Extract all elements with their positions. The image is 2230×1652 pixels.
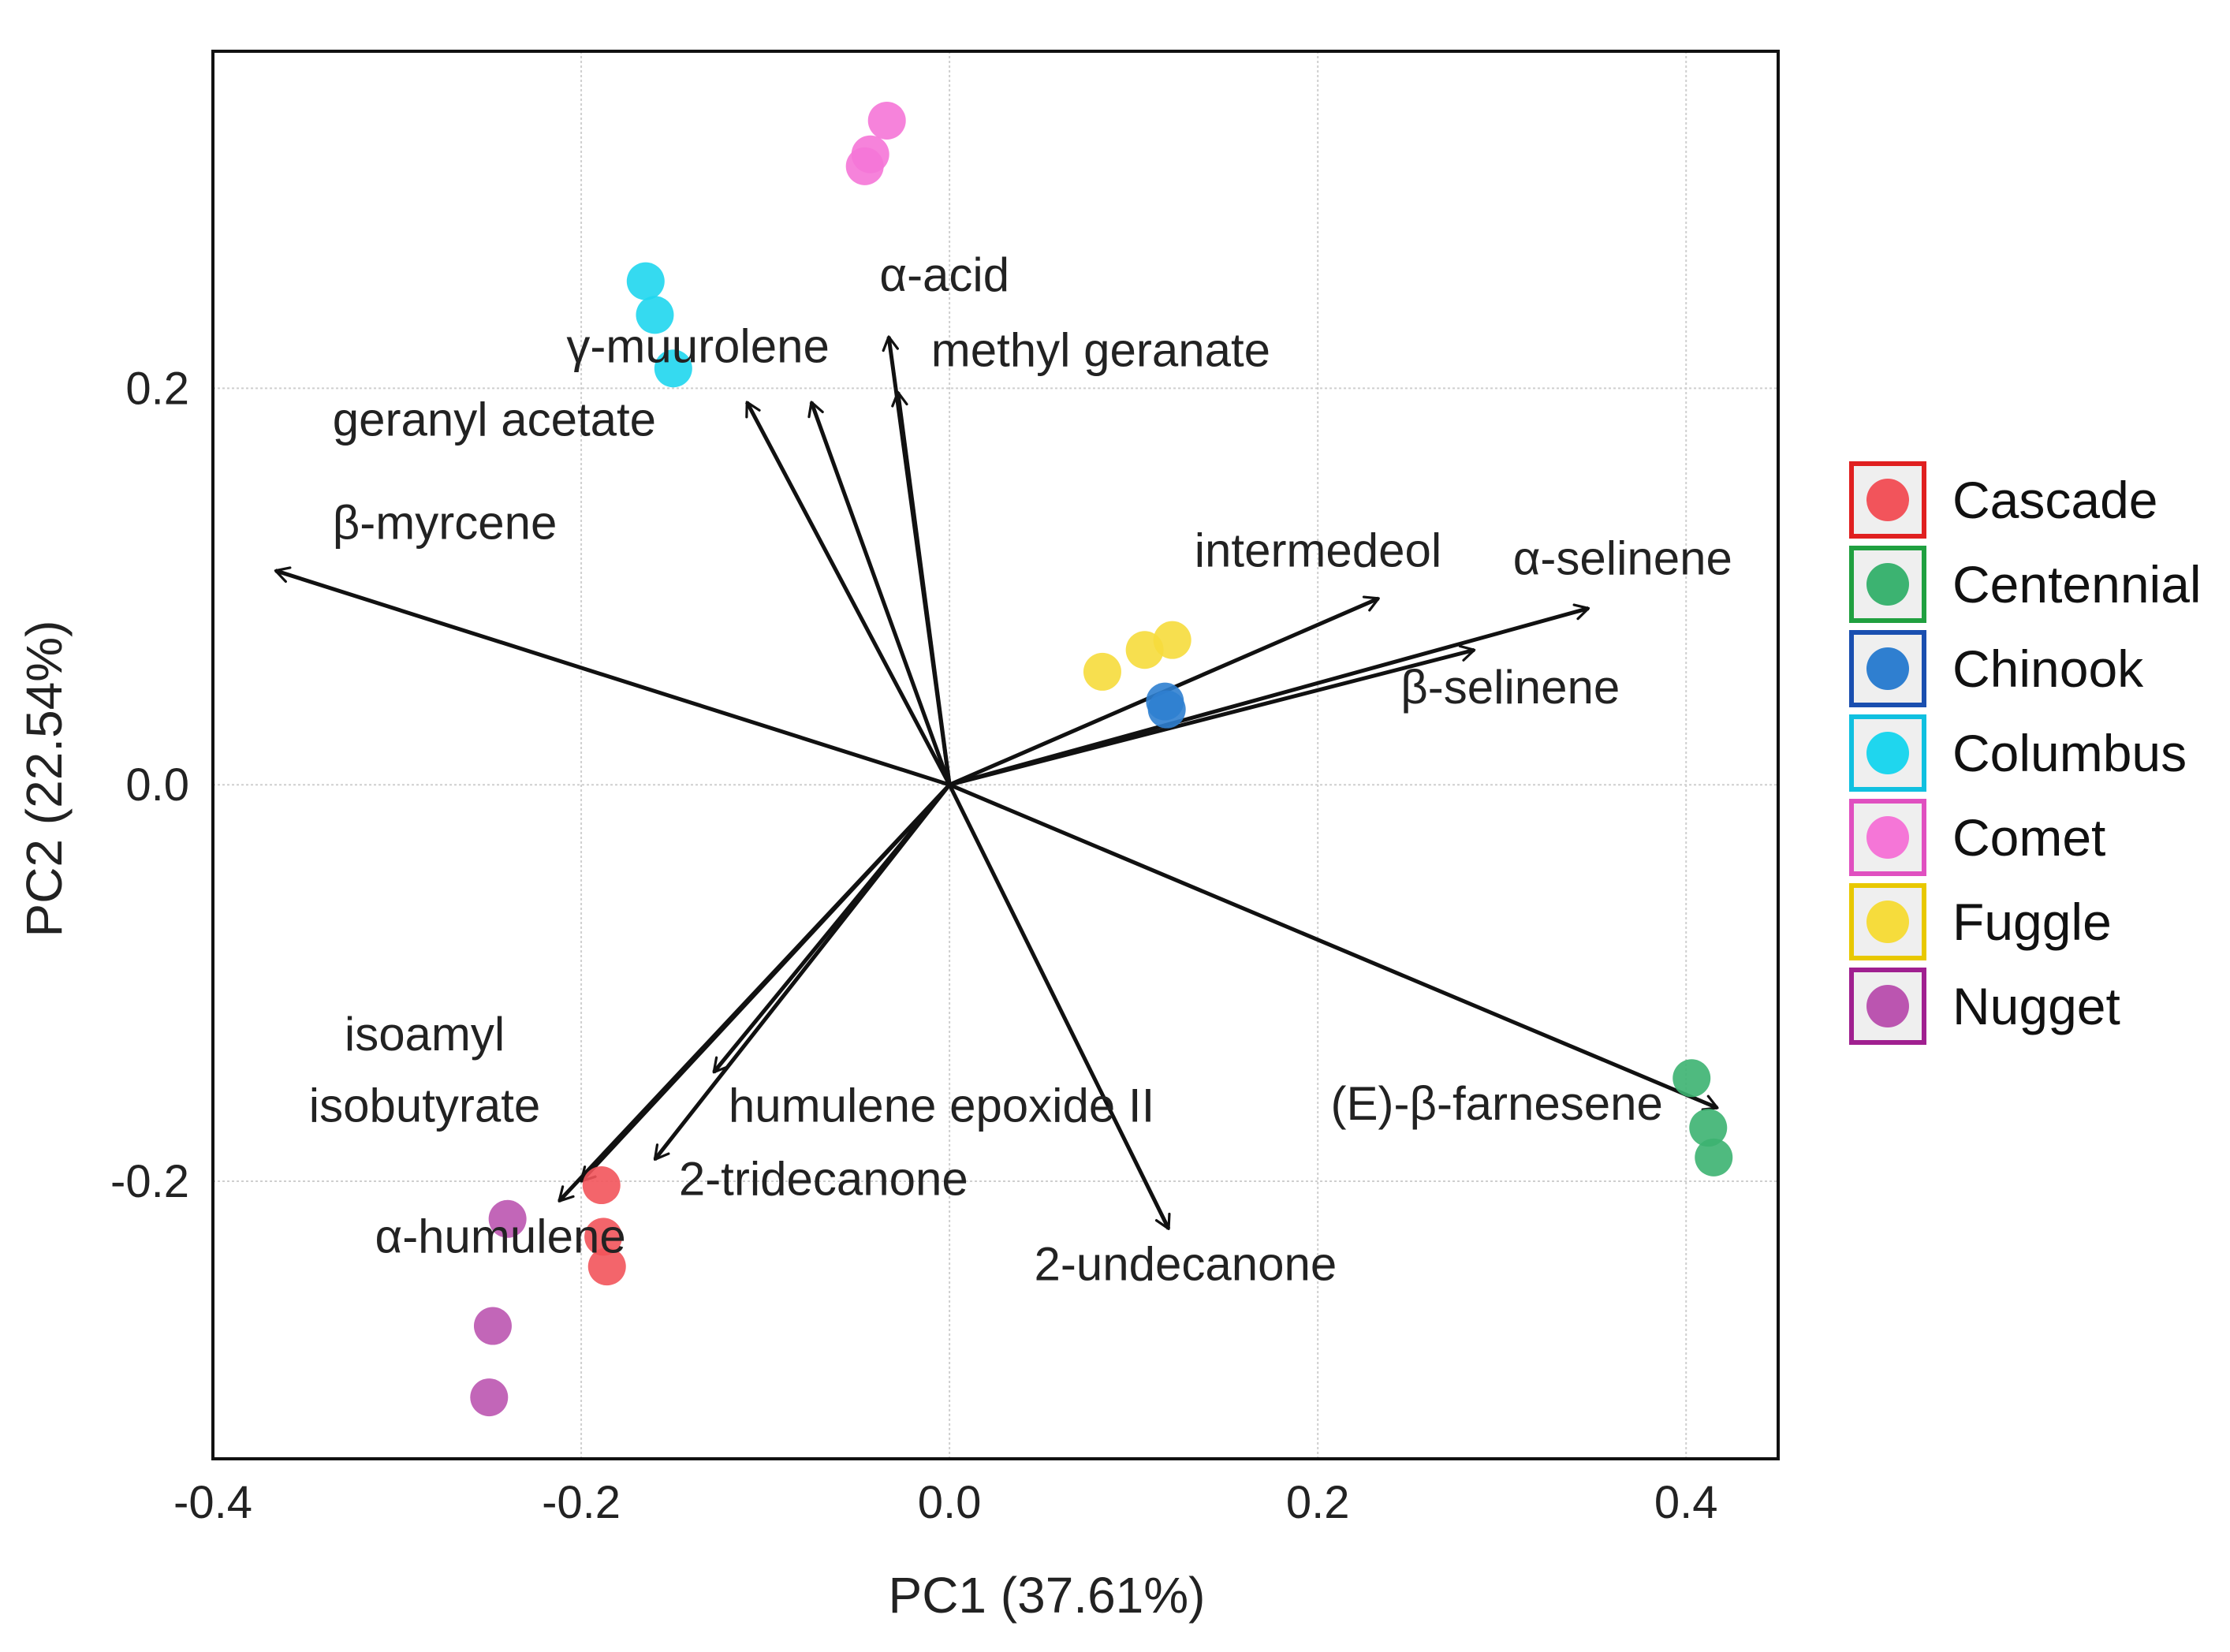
x-tick-label: 0.2: [1286, 1477, 1350, 1528]
loading-label-methyl-geranate: methyl geranate: [931, 324, 1270, 377]
loading-arrow-methyl-geranate: [891, 390, 952, 785]
legend-label-fuggle: Fuggle: [1952, 893, 2112, 951]
loading-label-geranyl-acetate: geranyl acetate: [333, 393, 656, 446]
loading-arrow-2-tridecanone: [653, 783, 952, 1161]
loading-label-humulene: α-humulene: [375, 1210, 626, 1263]
axes: -0.4 -0.2 0.0 0.2 0.4 -0.2 0.0 0.2 PC1 (37.61%) P…: [16, 363, 1718, 1624]
loading-arrow-selinene: [949, 603, 1590, 787]
loading-arrow-muurolene: [807, 401, 952, 786]
legend: Cascade Centennial Chinook Columbus Comet Fug…: [1849, 461, 2202, 1045]
loading-arrow-myrcene: [274, 566, 950, 787]
loading-arrow-2-undecanone: [947, 784, 1171, 1230]
x-tick-label: 0.0: [918, 1477, 982, 1528]
x-tick-label: -0.2: [542, 1477, 621, 1528]
loading-label-acid: α-acid: [879, 248, 1009, 301]
point-nugget: [470, 1378, 509, 1417]
point-cascade: [582, 1166, 621, 1205]
legend-dot-chinook: [1866, 647, 1909, 690]
legend-dot-nugget: [1866, 985, 1909, 1027]
loading-label-2-tridecanone: 2-tridecanone: [679, 1153, 968, 1206]
point-comet: [845, 147, 884, 185]
legend-label-nugget: Nugget: [1952, 977, 2120, 1035]
point-chinook: [1147, 690, 1186, 729]
loading-label-e-farnesene: (E)-β-farnesene: [1331, 1077, 1663, 1130]
loading-label-intermedeol: intermedeol: [1195, 524, 1442, 577]
legend-dot-cascade: [1866, 479, 1909, 521]
y-tick-label: 0.0: [125, 759, 189, 811]
loading-arrow-geranyl-acetate: [745, 401, 952, 786]
legend-label-comet: Comet: [1952, 808, 2105, 867]
loading-arrow-e-farnesene: [949, 782, 1719, 1111]
loading-label-2-undecanone: 2-undecanone: [1035, 1238, 1337, 1291]
score-points: [470, 101, 1733, 1417]
legend-dot-columbus: [1866, 732, 1909, 774]
point-nugget: [488, 1199, 527, 1238]
point-columbus: [654, 349, 692, 388]
loading-label-muurolene: γ-muurolene: [566, 320, 830, 373]
loading-arrow-selinene: [949, 644, 1476, 787]
loading-label-selinene: β-selinene: [1400, 661, 1620, 714]
point-fuggle: [1153, 621, 1191, 659]
loading-label-myrcene: β-myrcene: [333, 496, 558, 549]
point-columbus: [636, 296, 674, 334]
point-fuggle: [1083, 652, 1121, 691]
point-centennial: [1689, 1109, 1728, 1147]
y-axis-title: PC2 (22.54%): [16, 621, 73, 938]
point-centennial: [1672, 1059, 1711, 1098]
y-tick-label: -0.2: [110, 1156, 189, 1207]
point-columbus: [626, 262, 665, 300]
legend-label-columbus: Columbus: [1952, 724, 2187, 782]
legend-label-chinook: Chinook: [1952, 640, 2144, 698]
plot-frame: [211, 50, 1780, 1460]
point-centennial: [1695, 1138, 1733, 1177]
loading-labels: β-myrcene geranyl acetate γ-muurolene α-aci…: [309, 248, 1732, 1291]
legend-dot-comet: [1866, 816, 1909, 859]
legend-dot-fuggle: [1866, 901, 1909, 943]
loading-vectors: [274, 335, 1719, 1230]
y-tick-label: 0.2: [125, 363, 189, 414]
x-tick-label: 0.4: [1654, 1477, 1718, 1528]
legend-label-centennial: Centennial: [1952, 555, 2202, 613]
point-comet: [867, 101, 906, 140]
point-cascade: [584, 1218, 623, 1256]
point-cascade: [587, 1247, 626, 1286]
loading-label-isobutyrate: isobutyrate: [309, 1080, 541, 1132]
x-axis-title: PC1 (37.61%): [889, 1567, 1206, 1624]
loading-label-selinene: α-selinene: [1513, 532, 1732, 585]
legend-swatch-fuggle: [1849, 883, 1926, 960]
loading-label-isoamyl: isoamyl: [345, 1008, 505, 1061]
loading-arrow-isoamyl-isobutyrate: [580, 783, 951, 1183]
loading-label-humulene-epoxide-ii: humulene epoxide II: [729, 1080, 1154, 1132]
point-nugget: [473, 1307, 512, 1345]
grid-lines: [213, 51, 1778, 1459]
legend-label-cascade: Cascade: [1952, 471, 2158, 529]
legend-dot-centennial: [1866, 563, 1909, 606]
x-tick-label: -0.4: [173, 1477, 252, 1528]
